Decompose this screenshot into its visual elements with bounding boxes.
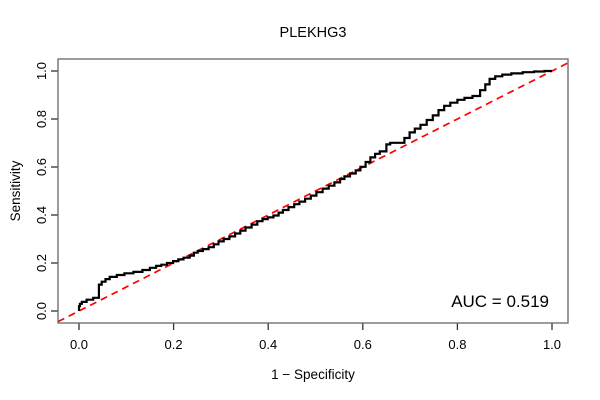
- plot-box: [57, 58, 569, 324]
- x-tick-label: 0.6: [354, 337, 372, 352]
- y-tick-label: 1.0: [34, 62, 49, 80]
- x-tick-label: 0.8: [448, 337, 466, 352]
- x-tick-label: 0.2: [165, 337, 183, 352]
- y-tick-label: 0.0: [34, 302, 49, 320]
- y-axis-label: Sensitivity: [8, 160, 23, 221]
- y-tick-label: 0.2: [34, 254, 49, 272]
- x-tick-label: 0.0: [70, 337, 88, 352]
- auc-annotation: AUC = 0.519: [451, 292, 549, 311]
- plot-layer: 0.0 0.2 0.4 0.6 0.8 1.0 0.0 0.2 0.4 0.6 0.8 1.0: [34, 62, 569, 352]
- y-tick-label: 0.4: [34, 206, 49, 224]
- x-tick-label: 1.0: [543, 337, 561, 352]
- y-tick-label: 0.6: [34, 158, 49, 176]
- chart-title: PLEKHG3: [280, 25, 347, 41]
- x-tick-label: 0.4: [259, 337, 277, 352]
- roc-curve: [77, 69, 552, 311]
- x-axis-label: 1 − Specificity: [271, 367, 355, 382]
- y-tick-label: 0.8: [34, 110, 49, 128]
